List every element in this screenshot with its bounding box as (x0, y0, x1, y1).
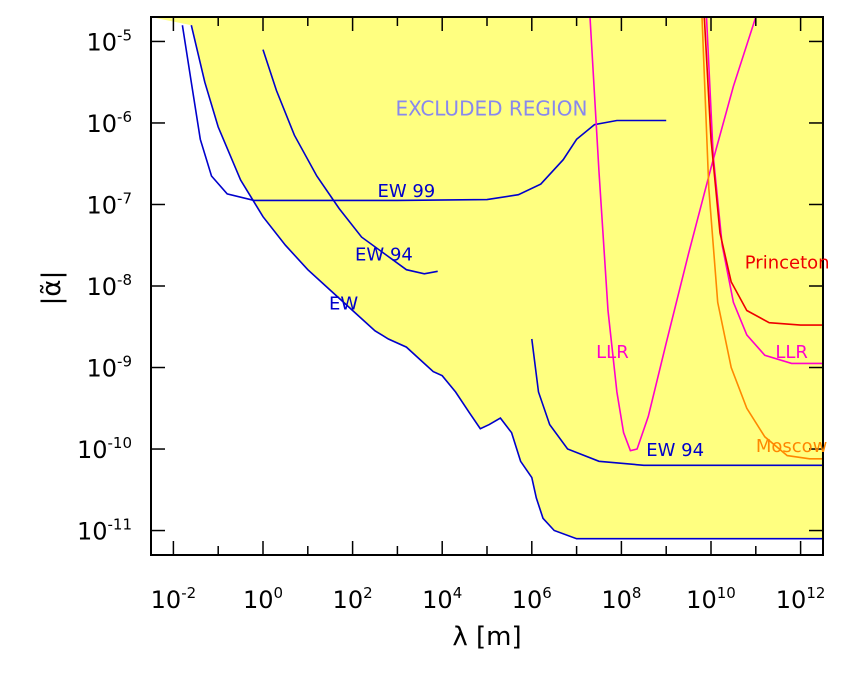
y-tick-label: 10-7 (86, 189, 132, 219)
curves (181, 17, 823, 540)
plot-area (150, 16, 824, 556)
curve-ew-0 (190, 25, 823, 540)
series-labels: EW EW 94 EW 94 EW 99 LLR LLR Princeton Moscow (329, 181, 830, 461)
curve-ew-94-1 (262, 49, 438, 275)
y-axis-label: |α̃| (37, 271, 67, 306)
series-label-princeton-6: Princeton (745, 253, 830, 274)
x-tick-label: 102 (333, 584, 373, 614)
y-tick-label: 10-8 (86, 271, 132, 301)
series-label-llr-4: LLR (596, 342, 629, 363)
y-tick-label: 10-6 (86, 108, 132, 138)
y-tick-label: 10-11 (77, 516, 132, 546)
x-tick-label: 10-2 (151, 584, 197, 614)
x-tick-label: 106 (512, 584, 552, 614)
x-tick-label: 1010 (686, 584, 736, 614)
y-tick-label: 10-10 (77, 434, 132, 464)
series-label-ew-94-2: EW 94 (646, 440, 704, 461)
curve-princeton-6 (703, 17, 823, 326)
tick-labels: 10-2 100 102 104 106 108 1010 1012 10-5 10-6 10-7 1… (77, 26, 825, 614)
series-label-ew-99-3: EW 99 (377, 181, 435, 202)
x-tick-label: 104 (422, 584, 462, 614)
curve-moscow-7 (701, 17, 823, 460)
series-label-llr-5: LLR (775, 342, 808, 363)
series-label-ew-0: EW (329, 293, 358, 314)
axis-ticks (151, 17, 823, 555)
excluded-region-fill (151, 17, 823, 539)
curve-ew-99-3 (181, 25, 667, 202)
x-axis-label: λ [m] (452, 622, 521, 652)
series-label-ew-94-1: EW 94 (355, 244, 413, 265)
excluded-region-label: EXCLUDED REGION (395, 96, 587, 120)
y-tick-label: 10-9 (86, 353, 132, 383)
curve-ew-94-2 (531, 338, 823, 467)
x-tick-label: 100 (243, 584, 283, 614)
y-tick-label: 10-5 (86, 26, 132, 56)
curve-llr-4 (589, 17, 757, 452)
x-tick-label: 1012 (776, 584, 826, 614)
x-tick-label: 108 (601, 584, 641, 614)
series-label-moscow-7: Moscow (756, 436, 828, 457)
